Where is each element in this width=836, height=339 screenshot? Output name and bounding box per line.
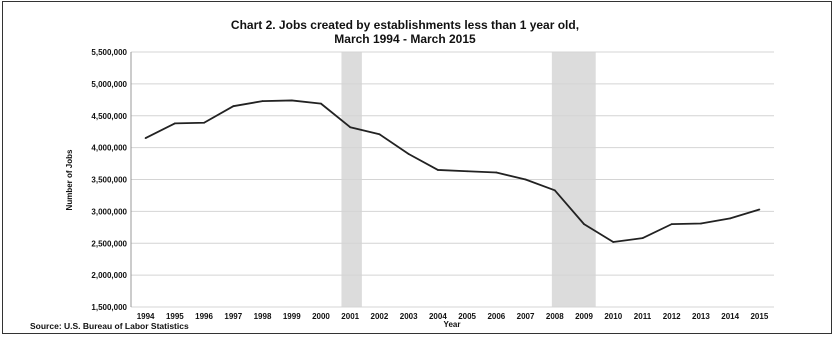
chart-title-line1: Chart 2. Jobs created by establishments …	[231, 18, 579, 32]
data-point	[641, 237, 644, 240]
chart-title-line2: March 1994 - March 2015	[334, 32, 476, 46]
x-tick-label: 2006	[487, 312, 505, 321]
x-tick-label: 2014	[721, 312, 739, 321]
data-point	[466, 170, 469, 173]
data-point	[553, 189, 556, 192]
x-tick-label: 2012	[663, 312, 681, 321]
data-point	[583, 223, 585, 226]
gridlines	[130, 51, 774, 308]
x-tick-label: 2007	[517, 312, 535, 321]
y-tick-labels: 1,500,000 2,000,000 2,500,000 3,000,000 3,50…	[91, 48, 127, 312]
x-tick-label: 2001	[341, 312, 359, 321]
data-point	[758, 208, 761, 211]
y-tick-label: 1,500,000	[91, 303, 127, 312]
y-tick-label: 2,500,000	[91, 239, 127, 248]
data-point	[700, 222, 702, 225]
y-tick-label: 5,000,000	[91, 80, 127, 89]
data-point	[261, 100, 264, 102]
x-tick-label: 2000	[312, 312, 330, 321]
x-tick-label: 2004	[429, 312, 447, 321]
data-point	[203, 121, 205, 124]
data-point	[407, 153, 410, 155]
data-point	[729, 217, 732, 220]
data-point	[232, 105, 235, 108]
data-point	[173, 122, 176, 125]
data-point	[349, 126, 352, 129]
data-point	[320, 102, 322, 105]
x-tick-label: 1998	[254, 312, 272, 321]
series-line-1	[145, 99, 760, 243]
y-tick-label: 4,000,000	[91, 144, 127, 153]
data-point	[290, 99, 293, 102]
x-tick-label: 1994	[137, 312, 155, 321]
data-point	[378, 133, 381, 136]
x-tick-labels: 1994 1995 1996 1997 1998 1999 2000 2001 2002 2003…	[137, 312, 769, 321]
x-tick-label: 2008	[546, 312, 564, 321]
x-axis-label: Year	[444, 320, 461, 329]
x-tick-label: 2011	[634, 312, 652, 321]
data-point	[524, 178, 527, 181]
x-tick-label: 2010	[604, 312, 622, 321]
x-tick-label: 2015	[750, 312, 768, 321]
data-point	[670, 223, 673, 226]
y-tick-label: 3,000,000	[91, 207, 127, 216]
x-tick-label: 1999	[283, 312, 301, 321]
y-tick-label: 3,500,000	[91, 176, 127, 185]
source-note: Source: U.S. Bureau of Labor Statistics	[30, 321, 189, 331]
data-point	[495, 171, 498, 174]
y-axis-label: Number of Jobs	[65, 149, 74, 210]
x-tick-label: 2013	[692, 312, 710, 321]
series-lines	[144, 99, 761, 243]
x-tick-label: 2005	[458, 312, 476, 321]
x-tick-label: 2003	[400, 312, 418, 321]
data-point	[612, 241, 615, 243]
x-tick-label: 2002	[371, 312, 389, 321]
x-tick-label: 2009	[575, 312, 593, 321]
x-tick-label: 1997	[224, 312, 242, 321]
x-tick-label: 1996	[195, 312, 213, 321]
x-tick-label: 1995	[166, 312, 184, 321]
y-tick-label: 5,500,000	[91, 48, 127, 57]
chart-frame	[2, 1, 832, 334]
y-tick-label: 4,500,000	[91, 112, 127, 121]
data-point	[436, 169, 439, 171]
y-tick-label: 2,000,000	[91, 271, 127, 280]
data-point	[144, 137, 147, 139]
